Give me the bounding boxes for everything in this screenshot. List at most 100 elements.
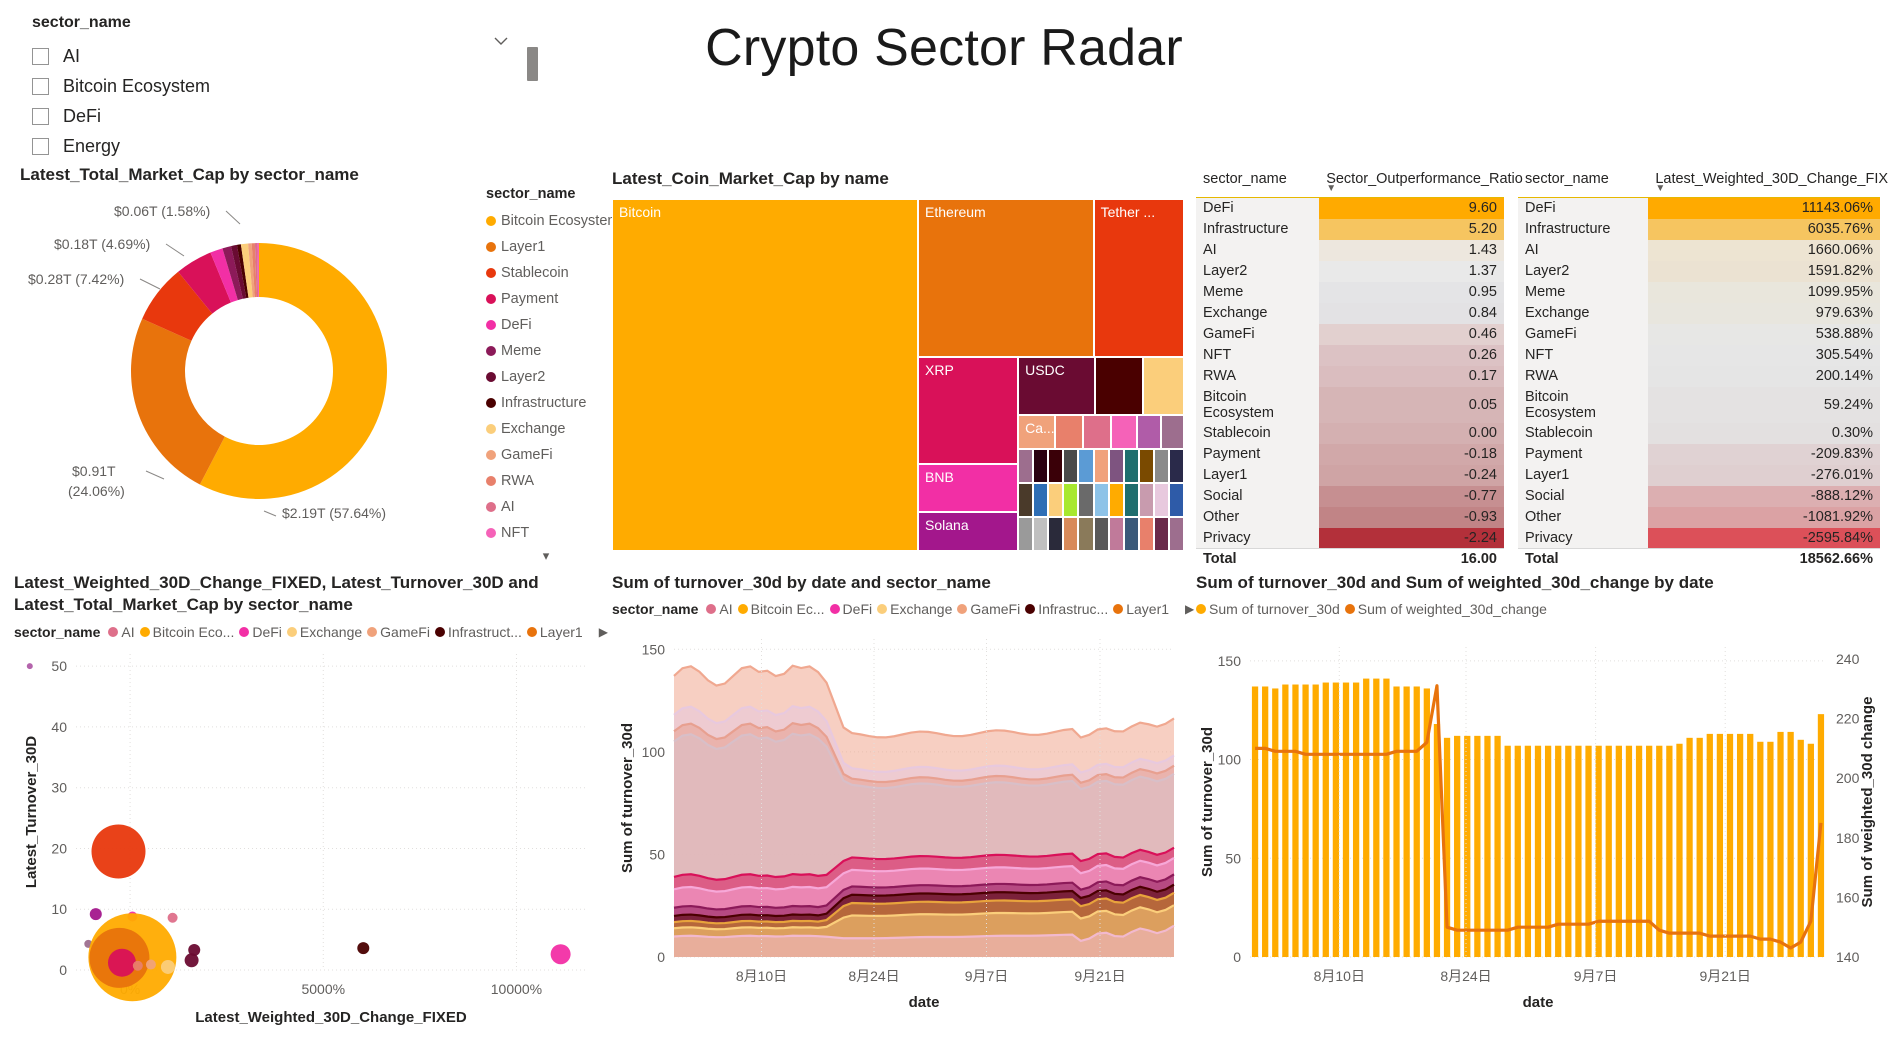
combo-bar[interactable] <box>1352 682 1360 958</box>
combo-bar[interactable] <box>1605 746 1612 958</box>
table-row[interactable]: GameFi 0.46 <box>1196 323 1504 345</box>
combo-bar[interactable] <box>1666 746 1673 958</box>
combo-bar[interactable] <box>1282 684 1289 958</box>
combo-bar[interactable] <box>1474 736 1481 958</box>
table-row[interactable]: Layer2 1591.82% <box>1518 260 1880 282</box>
treemap-tile-small[interactable] <box>1018 517 1034 552</box>
treemap-tile-tile-orchid[interactable] <box>1137 414 1162 449</box>
combo-bar[interactable] <box>1383 679 1390 958</box>
donut-slice-defi[interactable] <box>210 248 238 303</box>
checkbox-icon[interactable] <box>32 107 49 125</box>
combo-bar[interactable] <box>1767 742 1774 958</box>
combo-bar[interactable] <box>1676 744 1683 958</box>
table-row[interactable]: Exchange 0.84 <box>1196 302 1504 324</box>
combo-bar[interactable] <box>1332 682 1340 958</box>
combo-bar[interactable] <box>1454 736 1461 958</box>
slicer-item-bitcoin-ecosystem[interactable]: Bitcoin Ecosystem <box>32 71 598 101</box>
legend-item-gamefi[interactable]: GameFi <box>486 442 606 468</box>
legend-item-defi[interactable]: DeFi <box>486 312 606 338</box>
scatter-point-defi[interactable] <box>550 944 571 965</box>
donut-slice-gamefi[interactable] <box>248 243 255 298</box>
table-row[interactable]: Layer1 -0.24 <box>1196 464 1504 486</box>
table-row[interactable]: Privacy -2.24 <box>1196 527 1504 549</box>
legend-item-nft[interactable]: NFT <box>486 520 606 546</box>
legend-item-sum-of-weighted-30d-change[interactable]: Sum of weighted_30d_change <box>1344 601 1547 617</box>
donut-slice-exchange[interactable] <box>240 243 253 299</box>
legend-item-bitcoin-eco-[interactable]: Bitcoin Eco... <box>139 624 234 640</box>
combo-bar[interactable] <box>1635 746 1643 958</box>
treemap-tile-small[interactable] <box>1093 517 1109 552</box>
treemap-tile-small[interactable] <box>1168 482 1184 518</box>
combo-bar[interactable] <box>1726 734 1734 958</box>
scatter-point-gamefi[interactable] <box>145 959 156 970</box>
donut-slice-layer2[interactable] <box>230 245 247 300</box>
combo-bar[interactable] <box>1747 734 1754 958</box>
treemap-tile-solana[interactable]: Solana <box>918 511 1019 552</box>
donut-slice-payment[interactable] <box>178 252 231 315</box>
treemap-tile-small[interactable] <box>1168 448 1184 483</box>
scatter-point-exchange[interactable] <box>160 959 175 974</box>
combo-bar[interactable] <box>1534 746 1542 958</box>
treemap-tile-small[interactable] <box>1123 448 1139 483</box>
donut-slice-ai[interactable] <box>254 243 259 298</box>
legend-item-defi[interactable]: DeFi <box>239 624 282 640</box>
legend-item-exchange[interactable]: Exchange <box>877 601 952 617</box>
legend-item-exchange[interactable]: Exchange <box>486 416 606 442</box>
treemap-tile-small[interactable] <box>1078 448 1094 483</box>
legend-item-ai[interactable]: AI <box>108 624 135 640</box>
weighted-change-table[interactable]: sector_name Latest_Weighted_30D_Change_F… <box>1518 168 1888 570</box>
legend-item-rwa[interactable]: RWA <box>486 468 606 494</box>
treemap-tile-tile-salmon[interactable] <box>1054 414 1084 449</box>
legend-item-infrastruct-[interactable]: Infrastruct... <box>434 624 522 640</box>
combo-bar[interactable] <box>1787 732 1794 958</box>
combo-bar[interactable] <box>1716 734 1724 958</box>
legend-item-gamefi[interactable]: GameFi <box>957 601 1020 617</box>
table-row[interactable]: GameFi 538.88% <box>1518 323 1880 345</box>
col-header-sector-name[interactable]: sector_name <box>1196 168 1320 198</box>
combo-bar[interactable] <box>1413 686 1420 958</box>
treemap-tile-usdc[interactable]: USDC <box>1018 356 1096 415</box>
treemap-tile-tile-pink[interactable] <box>1110 414 1138 449</box>
combo-bar[interactable] <box>1736 734 1744 958</box>
treemap-tile-small[interactable] <box>1153 517 1169 552</box>
table-row[interactable]: Exchange 979.63% <box>1518 302 1880 324</box>
legend-item-defi[interactable]: DeFi <box>829 601 872 617</box>
combo-bar[interactable] <box>1342 682 1350 958</box>
treemap-tile-small[interactable] <box>1063 482 1079 518</box>
treemap-tile-small[interactable] <box>1018 448 1034 483</box>
combo-bar[interactable] <box>1555 746 1562 958</box>
treemap-tile-small[interactable] <box>1033 517 1049 552</box>
table-row[interactable]: DeFi 9.60 <box>1196 197 1504 219</box>
scatter-point-social[interactable] <box>89 907 102 920</box>
table-row[interactable]: Stablecoin 0.30% <box>1518 422 1880 444</box>
table-row[interactable]: Payment -209.83% <box>1518 443 1880 465</box>
table-row[interactable]: Layer2 1.37 <box>1196 260 1504 282</box>
combo-bar[interactable] <box>1403 686 1410 958</box>
combo-bar[interactable] <box>1757 742 1764 958</box>
combo-bar[interactable] <box>1646 746 1653 958</box>
treemap-tile-tile-amber[interactable] <box>1142 356 1184 415</box>
treemap-tile-bnb[interactable]: BNB <box>918 464 1019 512</box>
donut-slice-rwa[interactable] <box>251 243 257 298</box>
scatter-point-rwa[interactable] <box>132 960 143 971</box>
table-row[interactable]: Infrastructure 5.20 <box>1196 218 1504 240</box>
combo-bar[interactable] <box>1251 686 1259 958</box>
combo-bar[interactable] <box>1504 746 1511 958</box>
combo-bar[interactable] <box>1656 746 1663 958</box>
scatter-plot[interactable]: 010203040500%5000%10000%Latest_Weighted_… <box>14 640 606 1040</box>
combo-bar[interactable] <box>1807 744 1814 958</box>
combo-bar-line-chart[interactable]: 0 50 100 150 140 160 180 200 220 240 8月10日 8月24日 9月7… <box>1196 617 1882 1037</box>
combo-bar[interactable] <box>1423 688 1430 958</box>
treemap-tile-small[interactable] <box>1078 517 1094 552</box>
table-row[interactable]: DeFi 11143.06% <box>1518 197 1880 219</box>
combo-bar[interactable] <box>1262 686 1269 958</box>
treemap-tile-small[interactable] <box>1108 448 1124 483</box>
scatter-point-layer2[interactable] <box>184 953 199 968</box>
table-row[interactable]: Social -888.12% <box>1518 485 1880 507</box>
legend-item-bitcoin-ecosystem[interactable]: Bitcoin Ecosystem <box>486 208 619 234</box>
combo-bar[interactable] <box>1322 682 1329 958</box>
treemap-tile-tile-rose[interactable] <box>1083 414 1111 449</box>
slicer-item-energy[interactable]: Energy <box>32 131 598 161</box>
legend-item-layer1[interactable]: Layer1 <box>526 624 583 640</box>
combo-bar[interactable] <box>1686 738 1693 958</box>
